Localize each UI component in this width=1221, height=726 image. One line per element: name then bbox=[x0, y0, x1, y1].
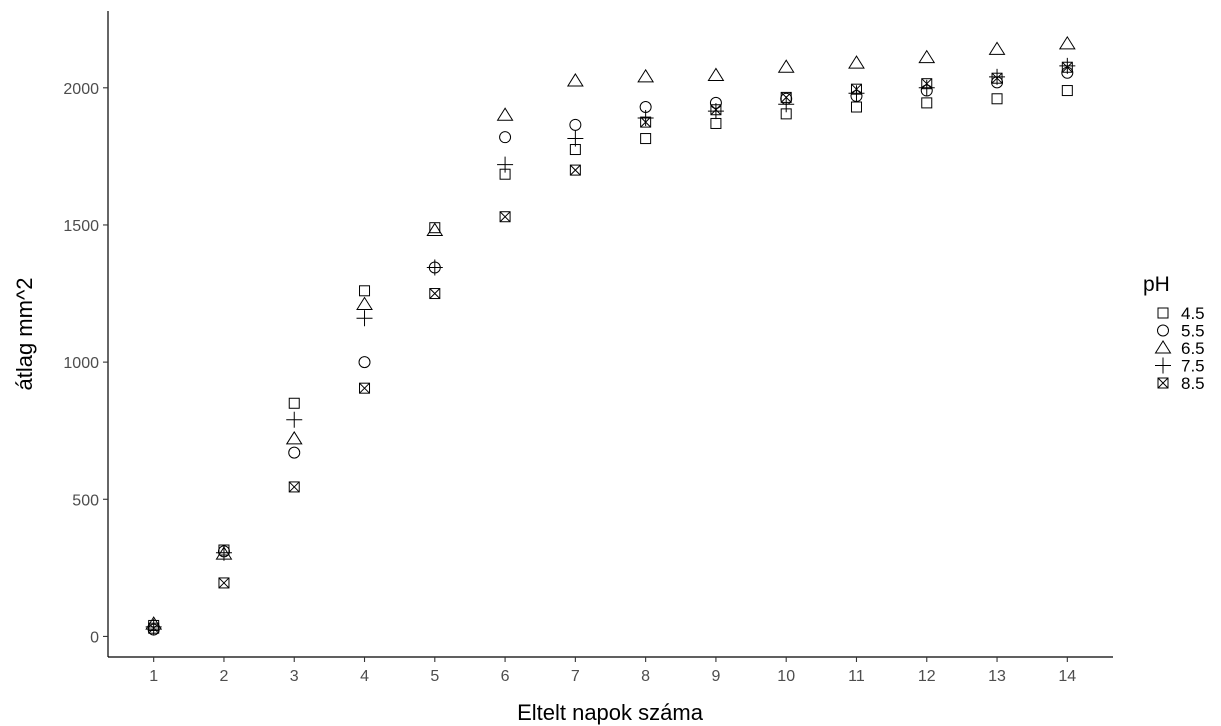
data-point-ph-4-5 bbox=[921, 97, 933, 109]
data-points bbox=[145, 35, 1076, 636]
legend-key-ph-7-5 bbox=[1155, 357, 1171, 374]
legend-key-ph-4-5 bbox=[1157, 307, 1169, 319]
x-tick-label: 10 bbox=[777, 668, 795, 685]
data-point-ph-8-5 bbox=[359, 382, 371, 394]
x-tick-label: 8 bbox=[641, 668, 650, 685]
data-point-ph-6-5 bbox=[707, 67, 725, 81]
y-axis-title: átlag mm^2 bbox=[12, 277, 37, 390]
x-tick-label: 3 bbox=[290, 668, 299, 685]
data-point-ph-8-5 bbox=[288, 481, 300, 493]
data-point-ph-6-5 bbox=[918, 49, 936, 64]
data-point-ph-7-5 bbox=[637, 109, 654, 126]
y-tick-label: 1000 bbox=[63, 355, 99, 372]
data-point-ph-7-5 bbox=[707, 103, 724, 120]
data-point-ph-8-5 bbox=[780, 91, 792, 103]
x-tick-label: 12 bbox=[918, 668, 936, 685]
data-point-ph-6-5 bbox=[848, 55, 865, 69]
data-point-ph-6-5 bbox=[1058, 35, 1076, 50]
data-point-ph-7-5 bbox=[497, 156, 514, 173]
x-tick-label: 9 bbox=[711, 668, 720, 685]
data-point-ph-4-5 bbox=[288, 397, 300, 409]
legend-key-ph-6-5 bbox=[1154, 340, 1172, 354]
x-tick-label: 1 bbox=[149, 668, 158, 685]
data-point-ph-6-5 bbox=[566, 73, 584, 87]
data-point-ph-8-5 bbox=[710, 104, 722, 116]
data-point-ph-6-5 bbox=[285, 430, 303, 445]
x-tick-label: 14 bbox=[1058, 668, 1076, 685]
legend-label: 7.5 bbox=[1181, 357, 1205, 376]
data-point-ph-4-5 bbox=[640, 133, 652, 145]
legend: pH 4.55.56.57.58.5 bbox=[1143, 273, 1205, 393]
data-point-ph-4-5 bbox=[850, 101, 862, 113]
data-point-ph-8-5 bbox=[148, 622, 160, 634]
data-point-ph-8-5 bbox=[850, 83, 862, 95]
data-point-ph-5-5 bbox=[569, 118, 582, 131]
data-point-ph-8-5 bbox=[640, 116, 652, 128]
data-point-ph-5-5 bbox=[358, 356, 371, 369]
x-tick-label: 2 bbox=[220, 668, 229, 685]
data-point-ph-8-5 bbox=[1061, 61, 1073, 73]
data-point-ph-8-5 bbox=[569, 164, 581, 176]
x-tick-label: 5 bbox=[430, 668, 439, 685]
y-tick-label: 2000 bbox=[63, 81, 99, 98]
legend-key-ph-8-5 bbox=[1157, 377, 1169, 389]
data-point-ph-8-5 bbox=[218, 577, 230, 589]
data-point-ph-7-5 bbox=[145, 618, 162, 635]
data-point-ph-7-5 bbox=[778, 96, 795, 113]
data-point-ph-6-5 bbox=[637, 68, 655, 83]
x-tick-label: 13 bbox=[988, 668, 1006, 685]
data-point-ph-5-5 bbox=[288, 446, 301, 459]
x-axis-ticks: 1 2 3 4 5 6 7 8 9 10 11 12 13 14 bbox=[149, 657, 1076, 685]
x-tick-label: 11 bbox=[848, 668, 865, 685]
y-axis-ticks: 0 500 1000 1500 2000 bbox=[63, 81, 108, 646]
legend-items: 4.55.56.57.58.5 bbox=[1154, 304, 1205, 393]
x-axis-title: Eltelt napok száma bbox=[517, 700, 704, 725]
data-point-ph-5-5 bbox=[499, 131, 512, 144]
data-point-ph-4-5 bbox=[1061, 85, 1073, 97]
data-point-ph-6-5 bbox=[496, 107, 514, 121]
data-point-ph-7-5 bbox=[215, 544, 232, 561]
data-point-ph-4-5 bbox=[991, 93, 1003, 105]
data-point-ph-6-5 bbox=[426, 222, 444, 236]
data-point-ph-7-5 bbox=[286, 411, 303, 428]
y-tick-label: 1500 bbox=[63, 218, 99, 235]
data-point-ph-6-5 bbox=[356, 296, 373, 311]
y-tick-label: 0 bbox=[90, 629, 99, 646]
data-point-ph-6-5 bbox=[777, 59, 795, 73]
x-tick-label: 7 bbox=[571, 668, 580, 685]
data-point-ph-8-5 bbox=[429, 288, 441, 300]
data-point-ph-7-5 bbox=[356, 310, 373, 327]
legend-label: 6.5 bbox=[1181, 339, 1205, 358]
legend-label: 8.5 bbox=[1181, 374, 1205, 393]
legend-label: 4.5 bbox=[1181, 304, 1205, 323]
data-point-ph-6-5 bbox=[988, 41, 1006, 55]
data-point-ph-8-5 bbox=[991, 72, 1003, 84]
legend-label: 5.5 bbox=[1181, 322, 1205, 341]
data-point-ph-4-5 bbox=[359, 285, 371, 297]
data-point-ph-7-5 bbox=[918, 79, 935, 96]
legend-title: pH bbox=[1143, 273, 1170, 296]
x-tick-label: 6 bbox=[501, 668, 510, 685]
data-point-ph-7-5 bbox=[426, 259, 443, 276]
data-point-ph-8-5 bbox=[499, 211, 511, 223]
data-point-ph-4-5 bbox=[710, 117, 722, 129]
data-point-ph-8-5 bbox=[921, 78, 933, 90]
x-tick-label: 4 bbox=[360, 668, 369, 685]
y-tick-label: 500 bbox=[72, 492, 99, 509]
data-point-ph-7-5 bbox=[848, 85, 865, 102]
data-point-ph-7-5 bbox=[567, 130, 584, 147]
legend-key-ph-5-5 bbox=[1157, 324, 1169, 337]
